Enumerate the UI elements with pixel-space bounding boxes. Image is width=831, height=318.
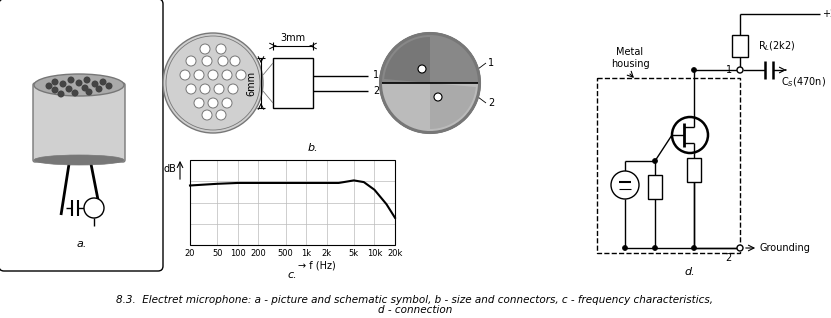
Circle shape <box>691 67 696 73</box>
Circle shape <box>180 70 190 80</box>
Text: d.: d. <box>685 267 696 277</box>
Circle shape <box>230 56 240 66</box>
Circle shape <box>46 82 52 89</box>
Wedge shape <box>384 37 430 83</box>
Circle shape <box>66 86 72 93</box>
Circle shape <box>200 84 210 94</box>
Text: 1k: 1k <box>301 250 311 259</box>
Circle shape <box>83 77 91 84</box>
Circle shape <box>208 70 218 80</box>
Circle shape <box>652 245 657 251</box>
Circle shape <box>208 98 218 108</box>
Bar <box>190 160 395 245</box>
Circle shape <box>214 84 224 94</box>
Circle shape <box>200 44 210 54</box>
Circle shape <box>202 56 212 66</box>
Circle shape <box>652 158 657 163</box>
Wedge shape <box>430 83 476 129</box>
Circle shape <box>52 86 58 93</box>
Text: 3mm: 3mm <box>280 33 306 43</box>
Circle shape <box>194 98 204 108</box>
Circle shape <box>67 77 75 84</box>
Text: Metal
housing: Metal housing <box>611 47 649 69</box>
Circle shape <box>186 56 196 66</box>
FancyBboxPatch shape <box>0 0 163 271</box>
Text: 2: 2 <box>488 98 494 108</box>
Text: 200: 200 <box>250 250 266 259</box>
Bar <box>732 35 748 57</box>
Text: 5k: 5k <box>349 250 359 259</box>
Text: c.: c. <box>288 270 297 280</box>
Text: b.: b. <box>307 143 318 153</box>
Text: 500: 500 <box>278 250 293 259</box>
Text: 1: 1 <box>488 58 494 68</box>
Bar <box>687 158 701 182</box>
Circle shape <box>194 70 204 80</box>
Circle shape <box>434 93 442 101</box>
Circle shape <box>106 82 112 89</box>
Text: Grounding: Grounding <box>760 243 811 253</box>
Text: 20k: 20k <box>387 250 403 259</box>
Circle shape <box>81 85 88 92</box>
Circle shape <box>218 56 228 66</box>
Text: +2V: +2V <box>822 9 831 19</box>
Circle shape <box>222 70 232 80</box>
Circle shape <box>71 89 78 96</box>
Circle shape <box>163 33 263 133</box>
Circle shape <box>380 33 480 133</box>
Circle shape <box>76 80 82 86</box>
Text: 100: 100 <box>230 250 246 259</box>
Circle shape <box>216 44 226 54</box>
Circle shape <box>691 245 696 251</box>
Circle shape <box>216 110 226 120</box>
Bar <box>648 175 662 199</box>
Text: 1: 1 <box>725 65 732 75</box>
Ellipse shape <box>34 74 124 96</box>
Text: 1: 1 <box>373 71 379 80</box>
Text: → f (Hz): → f (Hz) <box>298 260 336 270</box>
Text: 8.3.  Electret microphone: a - picture and schematic symbol, b - size and connec: 8.3. Electret microphone: a - picture an… <box>116 295 714 305</box>
Circle shape <box>186 84 196 94</box>
Text: 2k: 2k <box>322 250 332 259</box>
Text: d - connection: d - connection <box>378 305 452 315</box>
Bar <box>597 78 740 253</box>
Circle shape <box>96 86 102 93</box>
Circle shape <box>228 84 238 94</box>
Circle shape <box>57 91 65 98</box>
Circle shape <box>418 65 426 73</box>
Text: 10k: 10k <box>366 250 382 259</box>
Text: 50: 50 <box>212 250 223 259</box>
Circle shape <box>60 80 66 87</box>
Ellipse shape <box>34 155 124 165</box>
Circle shape <box>100 79 106 86</box>
Circle shape <box>52 79 58 86</box>
Text: 6mm: 6mm <box>246 71 256 96</box>
Circle shape <box>202 110 212 120</box>
Text: 2: 2 <box>725 253 732 263</box>
Circle shape <box>86 88 92 95</box>
Wedge shape <box>382 83 478 131</box>
Bar <box>273 58 313 108</box>
Text: 2: 2 <box>373 86 379 95</box>
Text: C$_S$(470n): C$_S$(470n) <box>781 75 826 89</box>
Circle shape <box>622 245 627 251</box>
Circle shape <box>611 171 639 199</box>
Text: 20: 20 <box>184 250 195 259</box>
Text: dB: dB <box>163 164 176 174</box>
Wedge shape <box>382 35 478 83</box>
Text: R$_L$(2k2): R$_L$(2k2) <box>758 39 796 53</box>
Circle shape <box>737 245 743 251</box>
Text: a.: a. <box>76 239 87 249</box>
Circle shape <box>236 70 246 80</box>
Circle shape <box>222 98 232 108</box>
Circle shape <box>91 80 99 87</box>
Circle shape <box>737 67 743 73</box>
Circle shape <box>84 198 104 218</box>
Circle shape <box>672 117 708 153</box>
FancyBboxPatch shape <box>33 83 125 162</box>
